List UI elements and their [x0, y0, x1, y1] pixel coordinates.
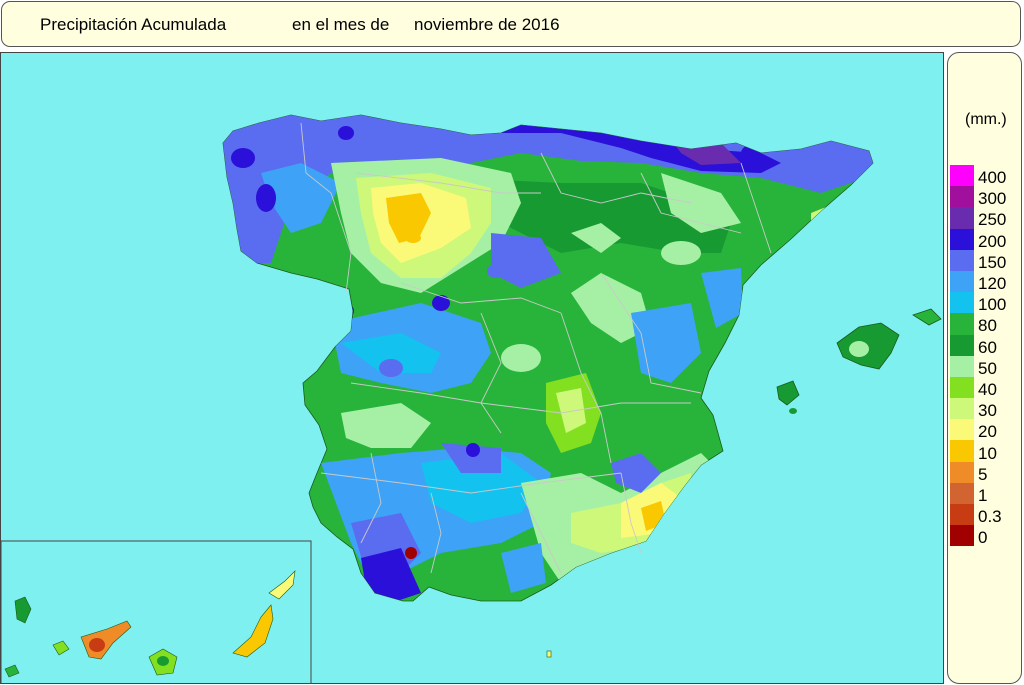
legend-swatch [950, 292, 974, 314]
alboran-islet [546, 650, 552, 658]
legend-swatch [950, 482, 974, 504]
legend-label: 10 [978, 443, 997, 463]
la-gomera-island [52, 640, 70, 656]
legend-panel: (mm.) 400 300 250 200 150 120 100 80 60 50 40 30 20 1… [947, 52, 1022, 684]
title-text: Precipitación Acumulada [40, 15, 227, 34]
legend-swatch [950, 461, 974, 483]
legend-label: 100 [978, 295, 1007, 315]
legend-label: 150 [978, 252, 1007, 272]
precipitation-contours [223, 115, 873, 601]
legend-swatch [950, 419, 974, 441]
legend-unit: (mm.) [965, 111, 1007, 128]
legend-swatch [950, 270, 974, 293]
legend-swatch [950, 398, 974, 420]
fuerteventura-island [232, 604, 274, 658]
legend-swatch [950, 165, 974, 187]
legend-label: 5 [978, 464, 988, 484]
legend-label: 60 [978, 337, 997, 357]
legend-swatch [950, 186, 974, 208]
legend-label: 200 [978, 231, 1007, 251]
map-svg [1, 114, 942, 683]
legend-label: 120 [978, 274, 1007, 293]
legend-label: 250 [978, 210, 1007, 230]
legend-label: 300 [978, 189, 1007, 209]
legend-label: 80 [978, 316, 997, 336]
legend-swatch [950, 440, 974, 462]
title-month-prefix: en el mes de [292, 15, 390, 34]
legend-label: 0.3 [978, 507, 1002, 527]
legend-label: 50 [978, 358, 997, 378]
el-hierro-island [4, 664, 20, 678]
legend-swatch [950, 207, 974, 229]
legend-swatch [950, 355, 974, 377]
legend-swatch [950, 228, 974, 250]
legend-swatch [950, 249, 974, 271]
legend-swatch [950, 313, 974, 335]
legend-swatch [950, 525, 974, 547]
legend-swatch [950, 504, 974, 526]
legend-label: 30 [978, 401, 997, 421]
legend-label: 1 [978, 486, 988, 505]
la-palma-island [14, 596, 32, 624]
legend-swatches [950, 165, 974, 547]
title-bar: Precipitación Acumulada en el mes de nov… [1, 1, 1021, 47]
legend-label: 20 [978, 422, 997, 442]
legend-swatch [950, 334, 974, 356]
legend-label: 400 [978, 168, 1007, 187]
title-month: noviembre de 2016 [414, 15, 560, 34]
region-boundaries [300, 122, 772, 574]
legend-label: 0 [978, 528, 988, 548]
precipitation-map [0, 52, 944, 684]
legend-swatch [950, 376, 974, 399]
menorca-island [912, 308, 942, 326]
ibiza-island [776, 380, 800, 406]
lanzarote-island [268, 570, 296, 600]
legend-label: 40 [978, 380, 997, 399]
